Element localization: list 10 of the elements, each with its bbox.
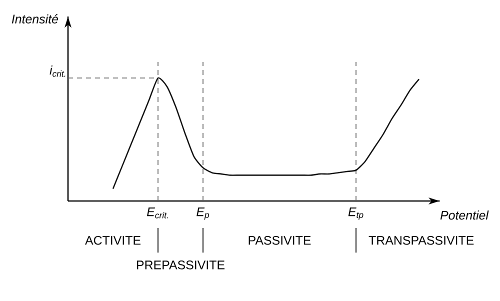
x-tick-label: E$_{tp}$ [348, 208, 364, 220]
x-axis-title: Potentiel [440, 210, 489, 220]
text: PREPASSIVITE [137, 260, 224, 270]
text: ACTIVITE [85, 236, 140, 245]
text: TRANSPASSIVITE [368, 236, 474, 245]
x-tick-label: E$_{crit.}$ [146, 208, 168, 218]
x-tick-label: E$_{p}$ [196, 208, 210, 220]
y-axis-title: Intensité [12, 14, 58, 24]
ref-line-label: i$_{crit.}$ [50, 65, 66, 77]
text: PASSIVITE [248, 236, 311, 245]
